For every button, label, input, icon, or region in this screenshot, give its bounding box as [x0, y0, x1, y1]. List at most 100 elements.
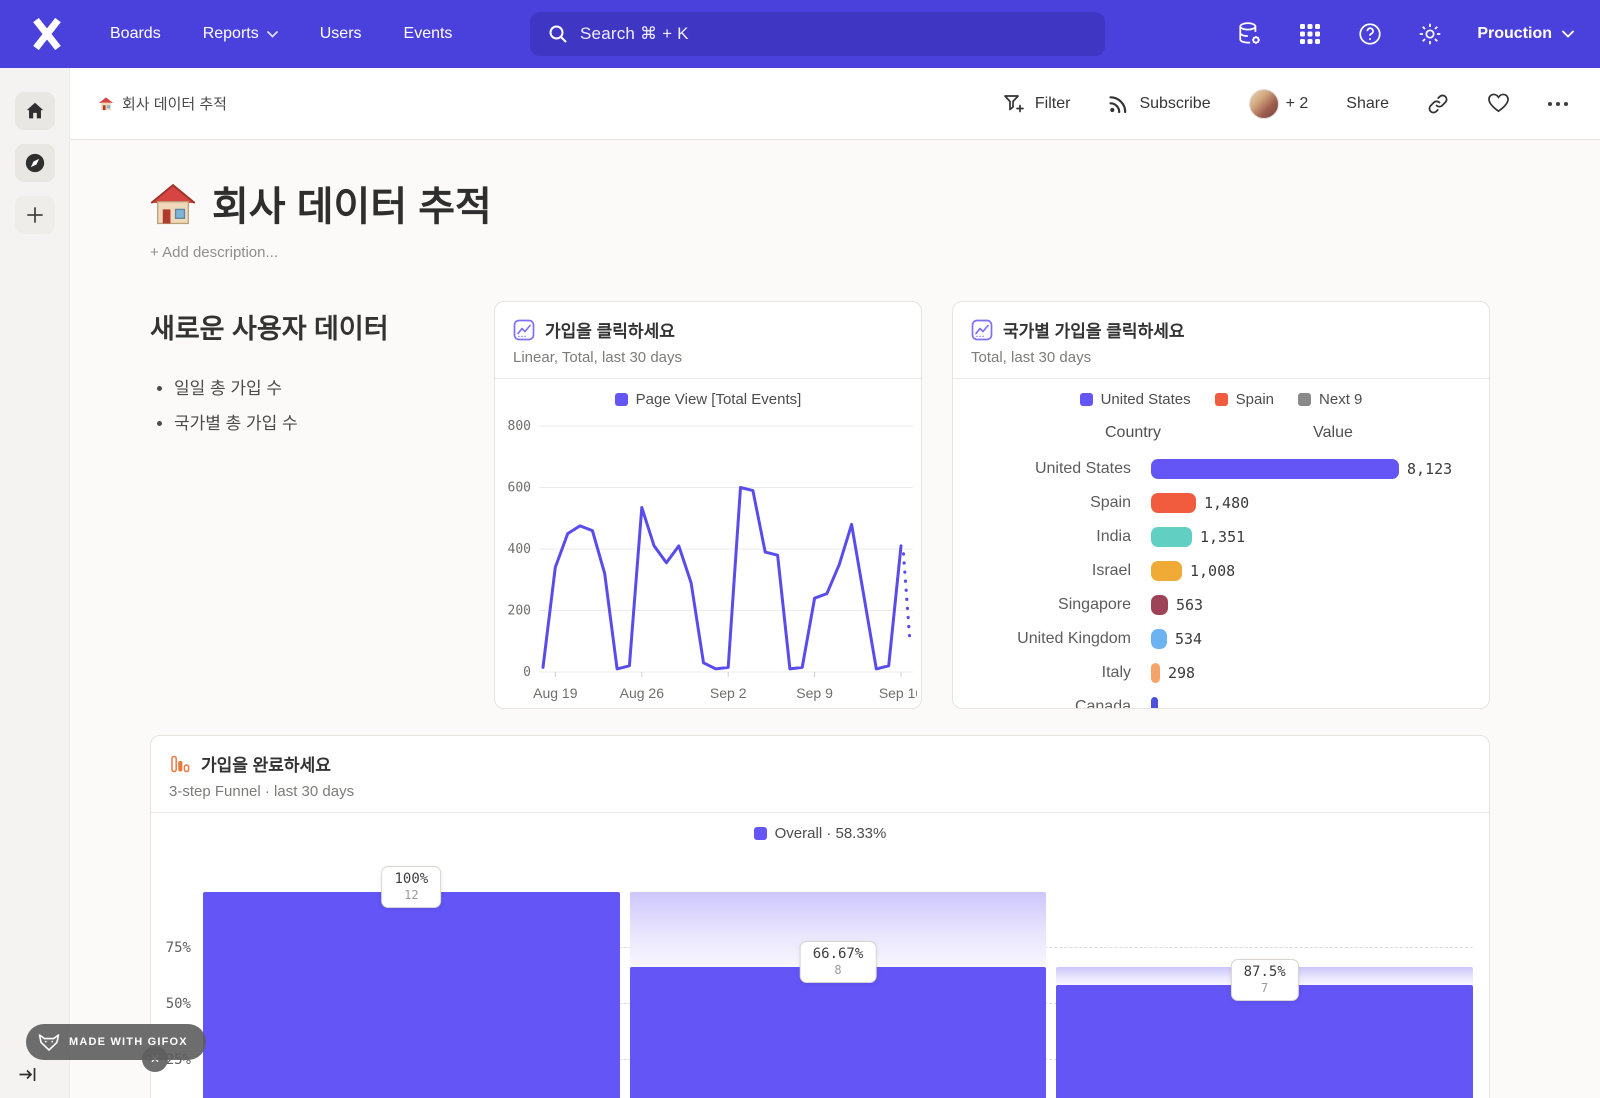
- legend-label: Overall · 58.33%: [774, 825, 887, 842]
- bar-row-india: India 1,351: [953, 520, 1489, 554]
- svg-text:Aug 19: Aug 19: [533, 685, 578, 701]
- funnel-callout: 66.67% 8: [799, 940, 877, 983]
- search-input[interactable]: Search ⌘ + K: [530, 12, 1105, 56]
- mixpanel-x-icon: [33, 18, 61, 50]
- avatar: [1248, 88, 1279, 119]
- filter-label: Filter: [1034, 94, 1071, 112]
- shared-users[interactable]: + 2: [1248, 88, 1308, 119]
- country-bar-card: 국가별 가입을 클릭하세요 Total, last 30 days United…: [952, 301, 1490, 709]
- bar-table-headers: Country Value: [953, 424, 1489, 442]
- add-description-button[interactable]: + Add description...: [150, 244, 278, 261]
- bar-row-united-kingdom: United Kingdom 534: [953, 622, 1489, 656]
- home-button[interactable]: [14, 92, 55, 130]
- funnel-step-2: 66.67% 8: [629, 892, 1047, 1098]
- more-options-button[interactable]: [1548, 101, 1568, 106]
- svg-text:400: 400: [508, 542, 531, 557]
- bar-country-label: Canada: [1074, 698, 1131, 709]
- bullet-item: 일일 총 가입 수: [174, 374, 470, 399]
- funnel-chart-icon: [171, 755, 190, 772]
- favorite-button[interactable]: [1487, 93, 1510, 114]
- nav-item-users[interactable]: Users: [319, 25, 362, 42]
- bar-value: 1,351: [1200, 528, 1246, 546]
- legend-item-united-states[interactable]: United States: [1079, 391, 1191, 408]
- svg-text:0: 0: [523, 665, 531, 680]
- bar-rows: United States 8,123 Spain 1,480 India 1,351 Is…: [953, 452, 1489, 709]
- breadcrumb-label: 회사 데이터 추적: [122, 96, 227, 113]
- copy-link-button[interactable]: [1427, 93, 1449, 115]
- subscribe-button[interactable]: Subscribe: [1108, 94, 1211, 114]
- breadcrumb[interactable]: 회사 데이터 추적: [98, 93, 227, 114]
- legend-label: United States: [1100, 391, 1191, 408]
- legend-swatch: [1214, 393, 1228, 406]
- funnel-bars: 100% 12 66.67% 8 87.5% 7: [203, 866, 1474, 1098]
- nav-item-boards[interactable]: Boards: [110, 25, 161, 42]
- board-actions: Filter Subscribe + 2 Share: [1003, 88, 1568, 119]
- bar-pill[interactable]: [1151, 663, 1160, 683]
- page-title: 회사 데이터 추적: [150, 174, 1600, 232]
- column-header-value: Value: [1313, 424, 1353, 441]
- bar-card-subtitle: Total, last 30 days: [971, 349, 1092, 366]
- legend-item-spain[interactable]: Spain: [1214, 391, 1275, 408]
- left-sidebar: [0, 68, 70, 1098]
- board-content: 회사 데이터 추적 + Add description... 새로운 사용자 데…: [70, 140, 1600, 1098]
- bar-pill[interactable]: [1151, 459, 1399, 479]
- discover-button[interactable]: [14, 144, 55, 182]
- add-board-button[interactable]: [14, 196, 55, 234]
- bar-value: 8,123: [1407, 460, 1453, 478]
- chevron-down-icon: [1562, 30, 1574, 38]
- funnel-callout: 87.5% 7: [1230, 959, 1299, 1002]
- heart-icon: [1488, 93, 1509, 113]
- bar-pill[interactable]: [1151, 493, 1196, 513]
- svg-text:800: 800: [508, 419, 531, 434]
- project-switcher[interactable]: Prouction: [1477, 25, 1574, 43]
- svg-text:200: 200: [508, 604, 531, 619]
- mixpanel-logo[interactable]: [24, 14, 70, 54]
- line-card-title[interactable]: 가입을 클릭하세요: [545, 322, 675, 341]
- collapse-sidebar-button[interactable]: [18, 1066, 38, 1088]
- bar-pill[interactable]: [1151, 527, 1192, 547]
- funnel-bar[interactable]: [629, 966, 1047, 1098]
- gifox-label: MADE WITH GIFOX: [69, 1036, 188, 1048]
- line-chart-legend: Page View [Total Events]: [495, 391, 921, 408]
- fox-icon: [38, 1033, 60, 1051]
- bar-row-united-states: United States 8,123: [953, 452, 1489, 486]
- plus-icon: [26, 207, 43, 223]
- svg-text:600: 600: [508, 481, 531, 496]
- funnel-ytick: 50%: [165, 996, 191, 1012]
- text-widget: 새로운 사용자 데이터 일일 총 가입 수국가별 총 가입 수: [150, 301, 470, 444]
- funnel-step-percent: 87.5%: [1243, 964, 1286, 981]
- rss-icon: [1109, 95, 1127, 113]
- funnel-card-title[interactable]: 가입을 완료하세요: [201, 756, 331, 775]
- funnel-ytick: 75%: [165, 940, 191, 956]
- funnel-step-3: 87.5% 7: [1056, 892, 1474, 1098]
- help-icon[interactable]: [1357, 21, 1383, 47]
- legend-item[interactable]: Overall · 58.33%: [753, 825, 887, 842]
- bar-pill[interactable]: [1151, 629, 1167, 649]
- line-chart-card: 가입을 클릭하세요 Linear, Total, last 30 days Pa…: [494, 301, 923, 709]
- bar-pill[interactable]: [1151, 595, 1168, 615]
- legend-item-next-9[interactable]: Next 9: [1298, 391, 1362, 408]
- legend-item[interactable]: Page View [Total Events]: [614, 391, 801, 408]
- funnel-bar[interactable]: [1056, 985, 1474, 1098]
- nav-item-reports[interactable]: Reports: [185, 15, 296, 53]
- filter-button[interactable]: Filter: [1003, 94, 1071, 114]
- bar-pill[interactable]: [1151, 561, 1182, 581]
- legend-label: Spain: [1235, 391, 1275, 408]
- funnel-bar[interactable]: [203, 892, 620, 1098]
- legend-swatch: [753, 827, 767, 840]
- settings-gear-icon[interactable]: [1417, 21, 1443, 47]
- data-management-icon[interactable]: [1237, 21, 1263, 47]
- search-icon: [548, 24, 568, 44]
- gifox-badge[interactable]: MADE WITH GIFOX: [26, 1024, 206, 1060]
- funnel-step-count: 8: [834, 962, 842, 977]
- bar-value: 298: [1168, 664, 1196, 682]
- bar-pill[interactable]: [1151, 697, 1158, 708]
- share-button[interactable]: Share: [1346, 95, 1389, 113]
- line-card-header: 가입을 클릭하세요 Linear, Total, last 30 days: [495, 302, 921, 379]
- apps-grid-icon[interactable]: [1297, 21, 1323, 47]
- funnel-card: 가입을 완료하세요 3-step Funnel · last 30 days O…: [150, 735, 1490, 1098]
- project-name: Prouction: [1477, 25, 1552, 42]
- bar-card-title[interactable]: 국가별 가입을 클릭하세요: [1003, 322, 1185, 341]
- bar-card-header: 국가별 가입을 클릭하세요 Total, last 30 days: [953, 302, 1489, 379]
- nav-item-events[interactable]: Events: [403, 25, 453, 42]
